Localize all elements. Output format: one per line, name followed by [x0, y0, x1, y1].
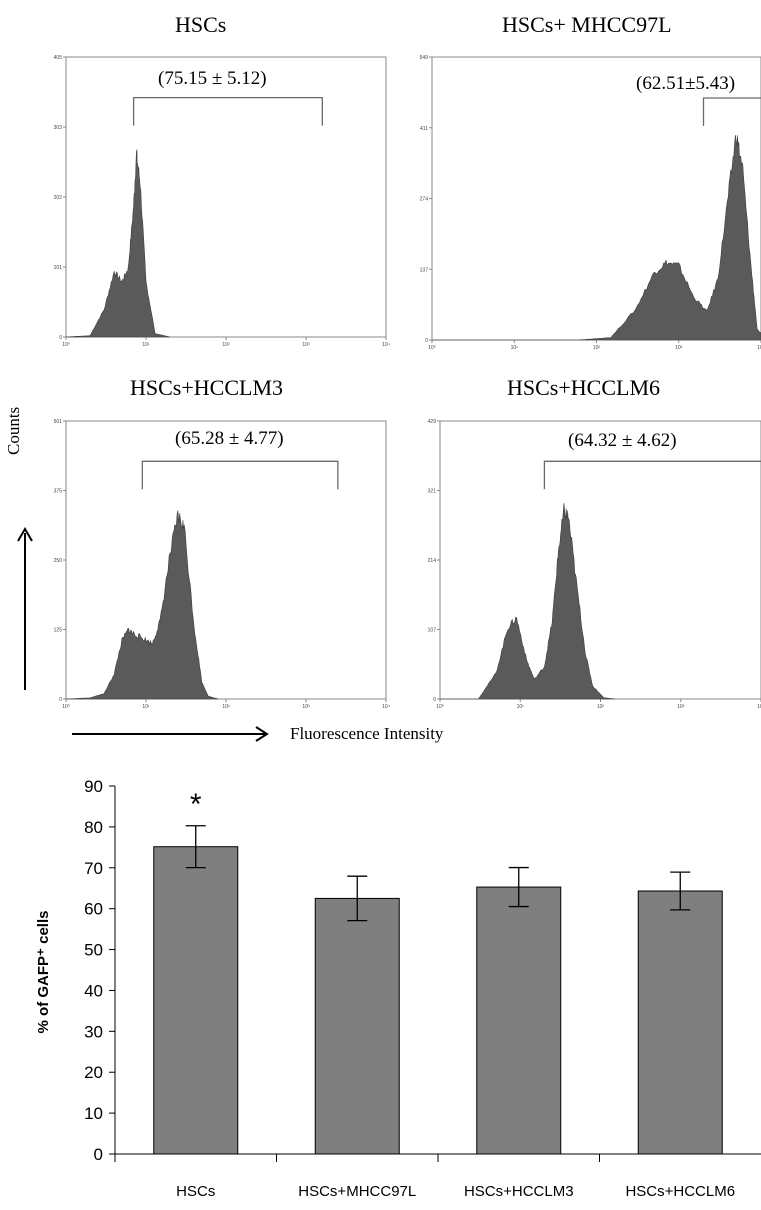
histogram-area	[65, 510, 219, 700]
y-tick-label: 10	[84, 1104, 103, 1123]
x-tick-label: 10³	[675, 345, 683, 351]
x-tick-label: 10¹	[142, 704, 150, 710]
x-tick-label: 10¹	[511, 345, 519, 351]
histogram-mhcc97l: 0 137 274 411 549 10⁰ 10¹ 10² 10³ 10⁴	[420, 55, 761, 351]
histogram-frame	[439, 420, 761, 700]
y-tick-label: 429	[428, 419, 437, 425]
gate-label-mhcc97l: (62.51±5.43)	[636, 73, 736, 94]
histogram-title-mhcc97l: HSCs+ MHCC97L	[502, 12, 672, 37]
x-tick-label: HSCs+MHCC97L	[298, 1183, 416, 1200]
y-tick-label: 321	[428, 489, 437, 495]
histogram-hcclm3: 0 125 250 375 501 10⁰ 10¹ 10² 10³ 10⁴	[54, 419, 390, 710]
y-tick-label: 30	[84, 1022, 103, 1041]
x-tick-label: 10⁰	[436, 704, 444, 710]
y-tick-label: 107	[428, 628, 437, 634]
bar	[153, 846, 239, 1155]
y-tick-label: 20	[84, 1063, 103, 1082]
y-tick-label: 405	[54, 55, 63, 61]
fluorescence-axis-label: Fluorescence Intensity	[290, 724, 444, 743]
histogram-title-hscs: HSCs	[175, 12, 227, 37]
x-tick-label: 10¹	[142, 342, 150, 348]
gate-bracket	[141, 460, 339, 490]
y-tick-label: 549	[420, 55, 429, 61]
y-tick-label: 0	[94, 1145, 103, 1164]
bar	[314, 897, 400, 1155]
y-tick-label: 60	[84, 900, 103, 919]
y-tick-label: 90	[84, 777, 103, 796]
y-tick-label: 40	[84, 981, 103, 1000]
y-tick-label: 101	[54, 265, 63, 271]
gate-bracket	[132, 96, 323, 126]
histogram-area	[440, 503, 615, 700]
y-tick-label: 303	[54, 125, 63, 131]
x-tick-label: 10⁰	[428, 345, 436, 351]
y-axis-label: % of GAFP⁺ cells	[35, 911, 52, 1034]
x-tick-label: 10³	[677, 704, 685, 710]
gate-label-hcclm3: (65.28 ± 4.77)	[175, 428, 284, 449]
fluorescence-arrow	[72, 726, 269, 742]
bar	[476, 886, 562, 1155]
y-tick-label: 125	[54, 628, 63, 634]
histogram-hcclm6: 0 107 214 321 429 10⁰ 10¹ 10² 10³ 10⁴	[428, 419, 761, 710]
y-tick-label: 80	[84, 818, 103, 837]
gate-label-hcclm6: (64.32 ± 4.62)	[568, 430, 677, 451]
x-tick-label: 10⁴	[757, 704, 761, 710]
gate-bracket	[702, 97, 761, 127]
gate-label-hscs: (75.15 ± 5.12)	[158, 68, 267, 89]
histogram-area	[65, 149, 171, 338]
y-tick-label: 0	[433, 697, 436, 703]
gate-bracket	[543, 460, 761, 490]
x-tick-label: 10²	[593, 345, 601, 351]
histogram-hscs: 0 101 202 303 405 10⁰ 10¹ 10² 10³ 10⁴	[54, 55, 390, 348]
x-tick-label: 10²	[222, 704, 230, 710]
y-tick-label: 50	[84, 941, 103, 960]
y-tick-label: 0	[425, 338, 428, 344]
x-tick-label: 10⁴	[382, 704, 390, 710]
x-tick-label: 10²	[597, 704, 605, 710]
bar-chart: 0 10 20 30 40 50 60 70 80 90 % of GAFP⁺ cells HSCs *…	[35, 777, 761, 1200]
y-tick-label: 214	[428, 558, 437, 564]
x-tick-label: 10⁰	[62, 704, 70, 710]
y-tick-label: 274	[420, 197, 429, 203]
histogram-title-hcclm3: HSCs+HCCLM3	[130, 375, 284, 400]
y-tick-label: 0	[59, 697, 62, 703]
y-tick-label: 375	[54, 489, 63, 495]
x-tick-label: 10¹	[517, 704, 525, 710]
x-tick-label: 10³	[302, 704, 310, 710]
x-tick-label: 10⁴	[382, 342, 390, 348]
x-tick-label: 10²	[222, 342, 230, 348]
y-tick-label: 202	[54, 195, 63, 201]
y-tick-label: 501	[54, 419, 63, 425]
counts-axis-label: Counts	[4, 406, 23, 455]
significance-marker: *	[190, 788, 202, 821]
histogram-title-hcclm6: HSCs+HCCLM6	[507, 375, 661, 400]
y-tick-label: 411	[420, 126, 428, 132]
histogram-area	[432, 135, 761, 341]
x-tick-label: HSCs+HCCLM6	[625, 1183, 735, 1200]
bar	[637, 890, 723, 1155]
x-tick-label: 10⁰	[62, 342, 70, 348]
y-tick-label: 137	[420, 267, 429, 273]
x-tick-label: HSCs	[176, 1183, 215, 1200]
y-tick-label: 250	[54, 558, 63, 564]
x-tick-label: 10⁴	[757, 345, 761, 351]
x-tick-label: 10³	[302, 342, 310, 348]
y-tick-label: 0	[59, 335, 62, 341]
y-tick-label: 70	[84, 859, 103, 878]
x-tick-label: HSCs+HCCLM3	[464, 1183, 574, 1200]
counts-arrow	[17, 527, 33, 690]
